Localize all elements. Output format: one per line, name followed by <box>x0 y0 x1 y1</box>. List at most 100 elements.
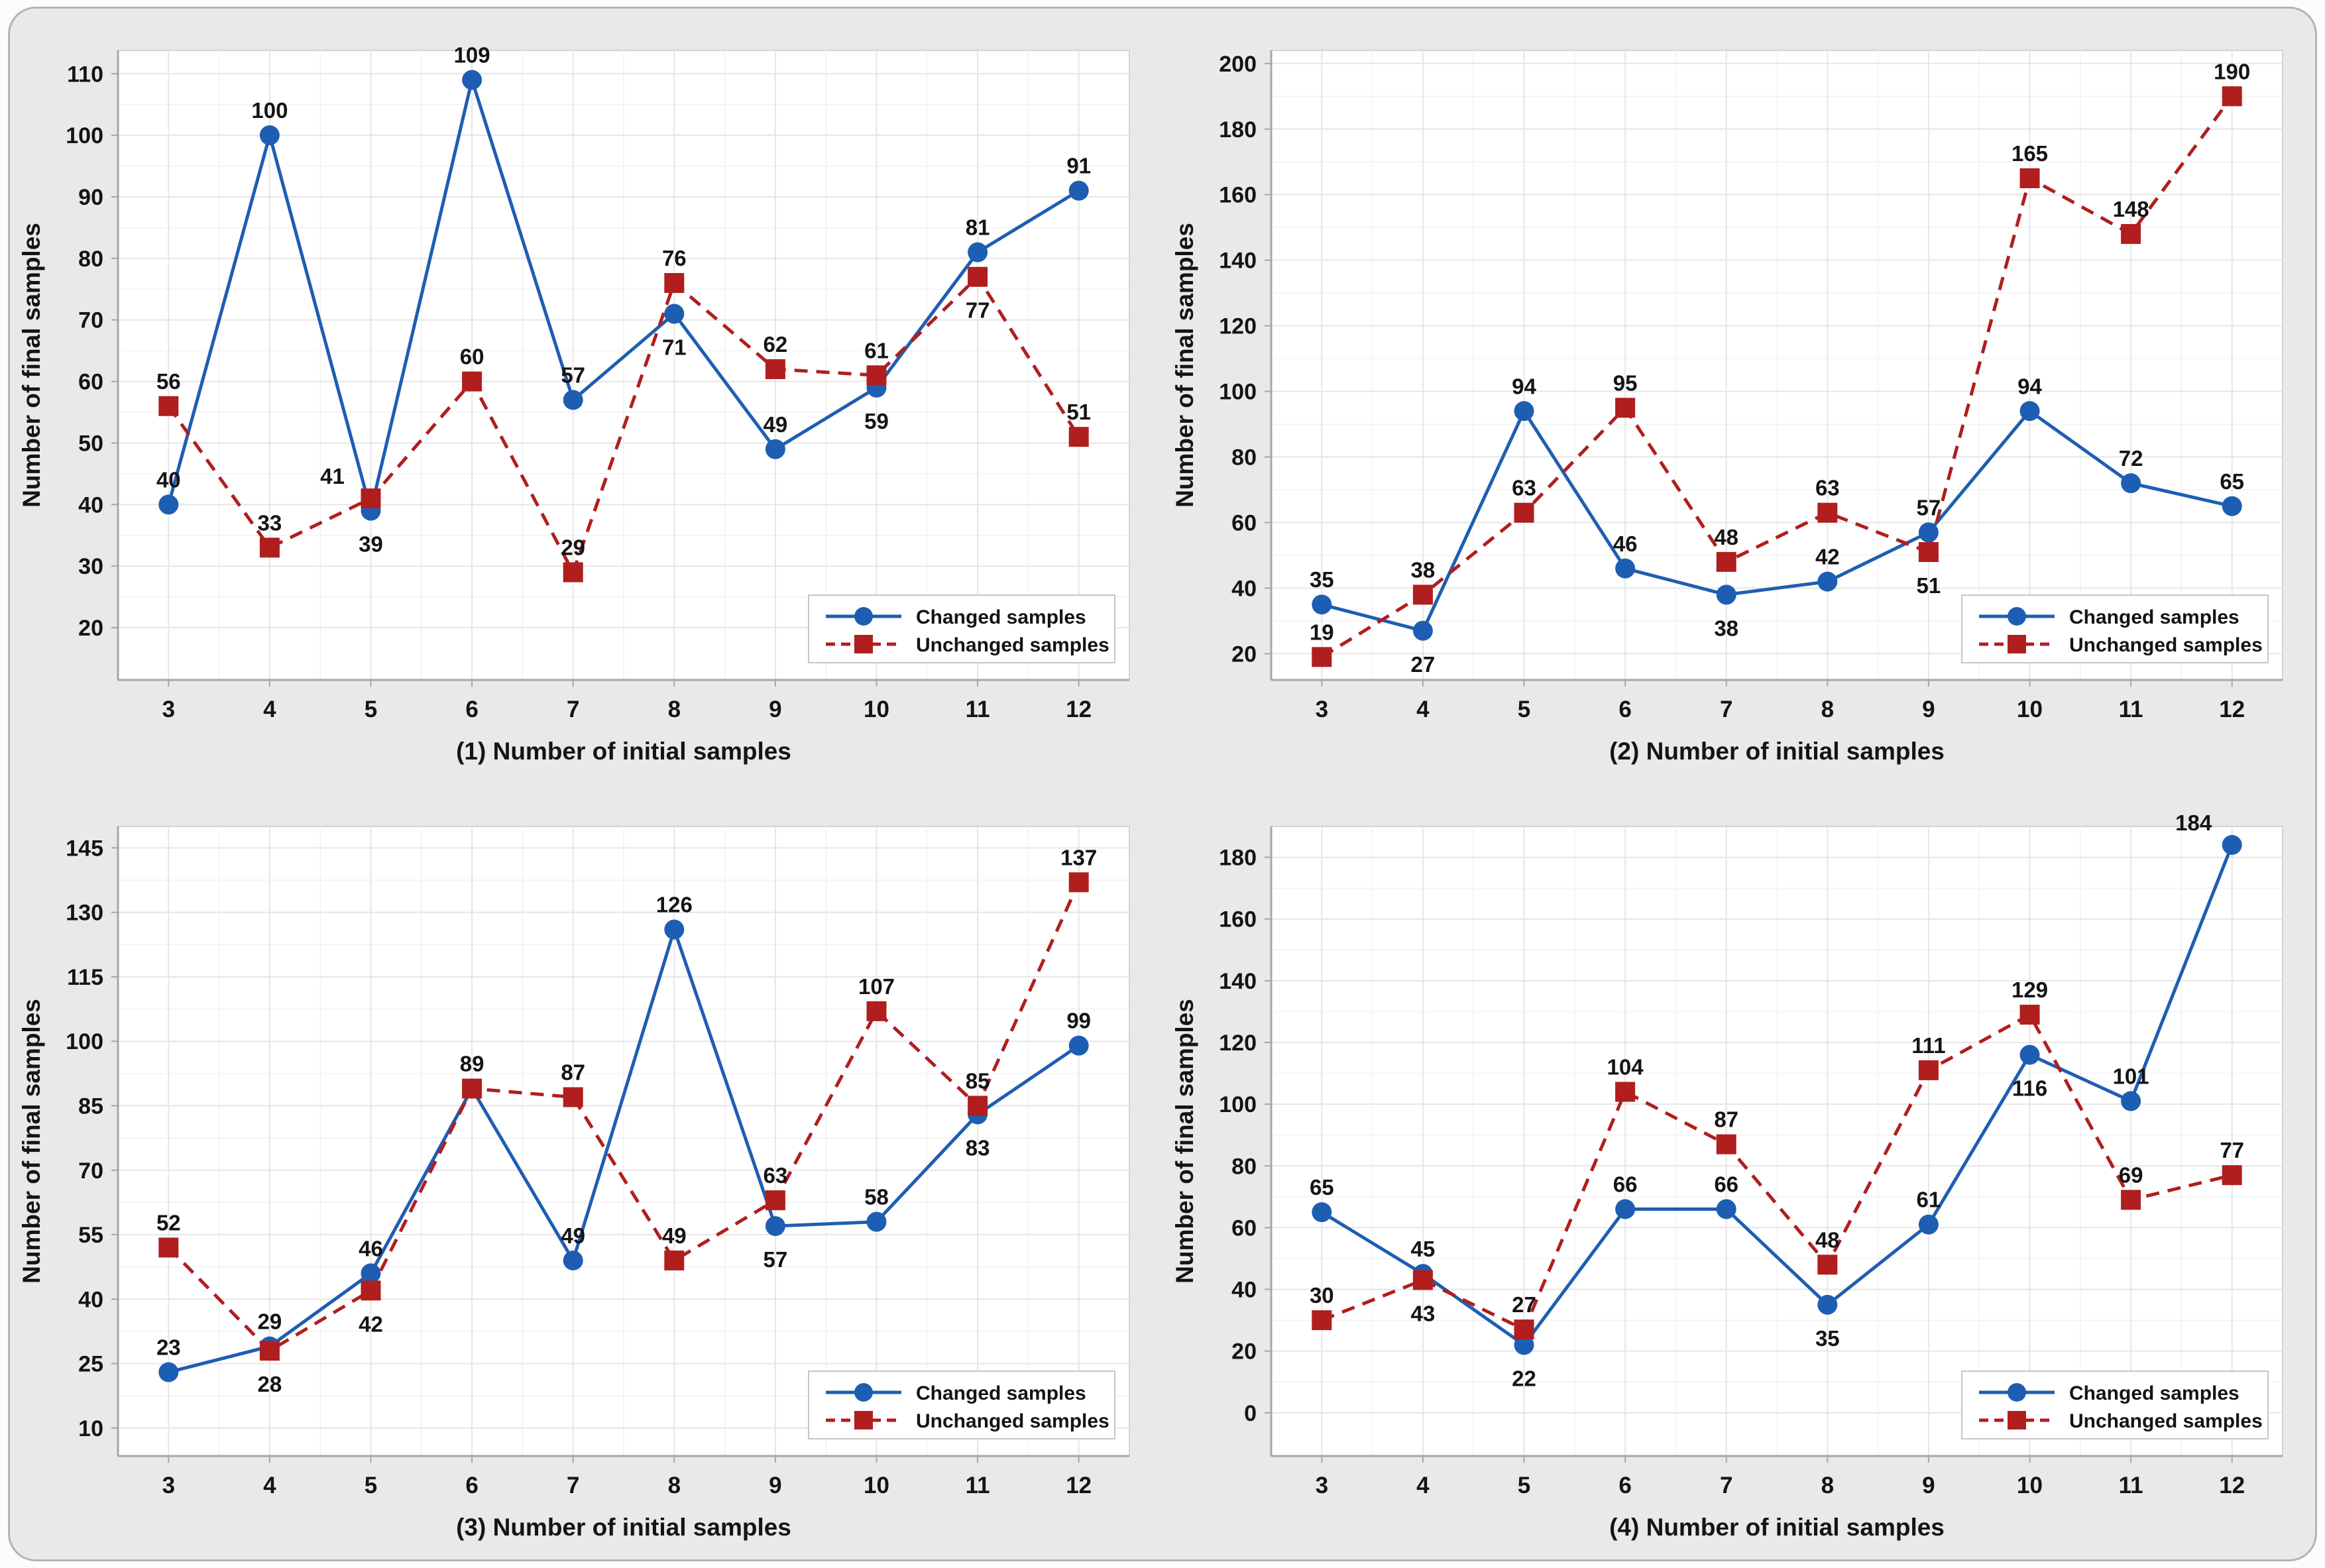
data-point-marker-changed <box>1514 401 1534 421</box>
data-point-label: 104 <box>1607 1054 1644 1079</box>
data-point-label: 126 <box>656 893 693 917</box>
y-tick-label: 80 <box>1231 445 1257 471</box>
data-point-marker-unchanged <box>1514 502 1534 523</box>
data-point-marker-unchanged <box>462 371 482 392</box>
data-point-marker-unchanged <box>1615 1082 1636 1102</box>
data-point-label: 63 <box>1512 476 1536 500</box>
data-point-label: 40 <box>156 467 181 492</box>
data-point-marker-unchanged <box>158 396 179 416</box>
data-point-label: 57 <box>1917 495 1941 520</box>
y-tick-label: 200 <box>1219 52 1257 77</box>
y-tick-label: 120 <box>1219 314 1257 339</box>
data-point-label: 58 <box>864 1185 889 1209</box>
data-point-marker-unchanged <box>158 1237 179 1258</box>
legend-marker-circle <box>854 607 873 626</box>
data-point-label: 29 <box>258 1310 282 1334</box>
data-point-label: 95 <box>1613 370 1638 395</box>
data-point-label: 76 <box>662 246 687 270</box>
series-line-changed <box>166 74 1080 512</box>
data-point-marker-changed <box>664 304 685 324</box>
data-point-marker-changed <box>158 1362 179 1382</box>
x-tick-label: 3 <box>162 1473 175 1498</box>
y-tick-label: 40 <box>78 492 103 518</box>
y-tick-label: 60 <box>1231 511 1257 536</box>
data-point-label: 33 <box>258 510 282 535</box>
x-tick-label: 6 <box>1618 1473 1631 1498</box>
y-tick-label: 70 <box>78 1158 103 1184</box>
data-point-label: 49 <box>764 412 788 437</box>
data-point-marker-changed <box>1918 522 1939 543</box>
y-tick-label: 100 <box>66 123 103 148</box>
y-tick-label: 80 <box>1231 1154 1257 1179</box>
data-point-label: 41 <box>320 464 345 488</box>
data-point-marker-unchanged <box>361 488 381 509</box>
data-point-label: 190 <box>2214 59 2250 84</box>
data-point-label: 101 <box>2113 1064 2149 1088</box>
chart-panel-1: 20 30 40 50 60 70 80 90 100 110 3 4 5 6 7 8 9 10 11 12 (1) N… <box>9 8 1162 784</box>
data-point-label: 49 <box>561 1223 585 1248</box>
data-point-label: 111 <box>1911 1033 1945 1058</box>
data-point-marker-changed <box>1615 558 1636 579</box>
data-point-marker-changed <box>1312 1202 1332 1223</box>
data-point-label: 165 <box>2012 141 2048 166</box>
data-point-marker-unchanged <box>1312 647 1332 667</box>
data-point-marker-unchanged <box>1716 1134 1736 1154</box>
data-point-label: 81 <box>966 215 990 240</box>
data-point-label: 87 <box>561 1060 585 1085</box>
data-point-marker-unchanged <box>2222 1165 2242 1186</box>
data-point-marker-changed <box>1514 1335 1534 1355</box>
y-tick-label: 50 <box>78 431 103 456</box>
legend-marker-circle <box>2008 1383 2026 1402</box>
data-point-marker-changed <box>1068 180 1089 201</box>
data-point-marker-unchanged <box>2222 86 2242 107</box>
data-point-label: 87 <box>1714 1107 1738 1132</box>
legend-label: Changed samples <box>916 606 1086 628</box>
data-point-marker-unchanged <box>968 1095 988 1116</box>
y-axis-title: Number of final samples <box>18 223 45 508</box>
data-point-label: 65 <box>1310 1175 1334 1200</box>
data-point-marker-unchanged <box>563 1087 583 1107</box>
data-point-marker-unchanged <box>765 1190 785 1211</box>
data-point-marker-unchanged <box>1918 1060 1939 1080</box>
data-point-label: 42 <box>359 1312 383 1336</box>
data-point-label: 42 <box>1815 545 1840 569</box>
series-line-unchanged <box>167 274 1080 577</box>
data-point-marker-unchanged <box>259 537 280 558</box>
data-point-label: 148 <box>2113 197 2149 221</box>
x-tick-label: 11 <box>2119 697 2143 722</box>
y-tick-label: 145 <box>66 836 103 861</box>
y-tick-label: 100 <box>1219 1092 1257 1117</box>
x-tick-label: 7 <box>1720 1473 1732 1498</box>
y-tick-label: 0 <box>1244 1401 1257 1426</box>
data-point-marker-changed <box>1817 1294 1838 1315</box>
data-point-label: 38 <box>1411 557 1436 582</box>
data-point-marker-unchanged <box>1615 398 1636 418</box>
data-point-marker-unchanged <box>664 1250 685 1270</box>
data-point-label: 27 <box>1411 652 1436 677</box>
x-axis-title: (4) Number of initial samples <box>1609 1514 1945 1541</box>
data-point-label: 43 <box>1411 1302 1436 1326</box>
y-tick-label: 180 <box>1219 846 1257 871</box>
data-point-label: 49 <box>662 1223 687 1248</box>
x-axis-title: (2) Number of initial samples <box>1609 738 1945 765</box>
data-point-marker-unchanged <box>563 562 583 583</box>
legend-label: Unchanged samples <box>2069 1410 2263 1432</box>
y-tick-label: 40 <box>1231 576 1257 601</box>
data-point-marker-unchanged <box>2121 1190 2141 1210</box>
x-tick-label: 12 <box>2219 697 2245 722</box>
chart-panel-2: 20 40 60 80 100 120 140 160 180 200 3 4 5 6 7 8 9 10 11 12 (… <box>1162 8 2316 784</box>
data-point-label: 30 <box>1310 1283 1334 1308</box>
data-point-marker-unchanged <box>1068 872 1089 893</box>
data-point-label: 48 <box>1714 525 1738 549</box>
x-tick-label: 6 <box>465 1473 478 1498</box>
data-point-label: 23 <box>156 1335 181 1360</box>
x-tick-label: 5 <box>365 697 377 722</box>
legend-label: Unchanged samples <box>916 1410 1109 1432</box>
y-tick-label: 85 <box>78 1094 103 1119</box>
y-tick-label: 130 <box>66 901 103 926</box>
data-point-label: 63 <box>1815 476 1840 500</box>
data-point-label: 184 <box>2175 811 2212 835</box>
data-point-marker-changed <box>2121 473 2141 494</box>
series-line-changed <box>168 924 1080 1374</box>
